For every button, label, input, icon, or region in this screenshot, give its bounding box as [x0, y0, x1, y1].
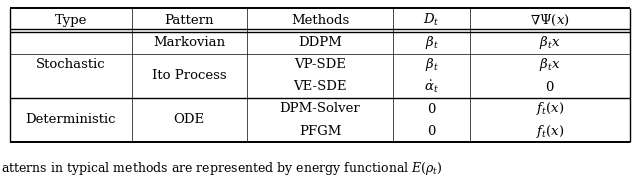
Text: atterns in typical methods are represented by energy functional $E(\rho_t)$: atterns in typical methods are represent…	[1, 160, 442, 177]
Text: Pattern: Pattern	[164, 14, 214, 27]
Text: PFGM: PFGM	[299, 125, 341, 137]
Text: Type: Type	[55, 14, 87, 27]
Text: DPM-Solver: DPM-Solver	[280, 102, 360, 115]
Text: VP-SDE: VP-SDE	[294, 58, 346, 71]
Text: $f_t(x)$: $f_t(x)$	[536, 100, 564, 117]
Text: $0$: $0$	[545, 80, 555, 94]
Text: $f_t(x)$: $f_t(x)$	[536, 122, 564, 139]
Text: Deterministic: Deterministic	[26, 113, 116, 127]
Text: Stochastic: Stochastic	[36, 58, 106, 71]
Text: Markovian: Markovian	[153, 36, 225, 49]
Text: $\beta_t x$: $\beta_t x$	[539, 34, 561, 51]
Text: $\beta_t x$: $\beta_t x$	[539, 56, 561, 73]
Text: $0$: $0$	[427, 102, 436, 116]
Text: $0$: $0$	[427, 124, 436, 138]
Text: $D_t$: $D_t$	[424, 12, 440, 28]
Text: Ito Process: Ito Process	[152, 69, 227, 82]
Text: VE-SDE: VE-SDE	[293, 80, 347, 93]
Text: ODE: ODE	[173, 113, 205, 127]
Text: $\dot{\alpha}_t$: $\dot{\alpha}_t$	[424, 79, 439, 95]
Text: $\beta_t$: $\beta_t$	[425, 34, 438, 51]
Text: DDPM: DDPM	[298, 36, 342, 49]
Text: $\nabla\Psi(x)$: $\nabla\Psi(x)$	[530, 13, 570, 28]
Text: $\beta_t$: $\beta_t$	[425, 56, 438, 73]
Text: Methods: Methods	[291, 14, 349, 27]
